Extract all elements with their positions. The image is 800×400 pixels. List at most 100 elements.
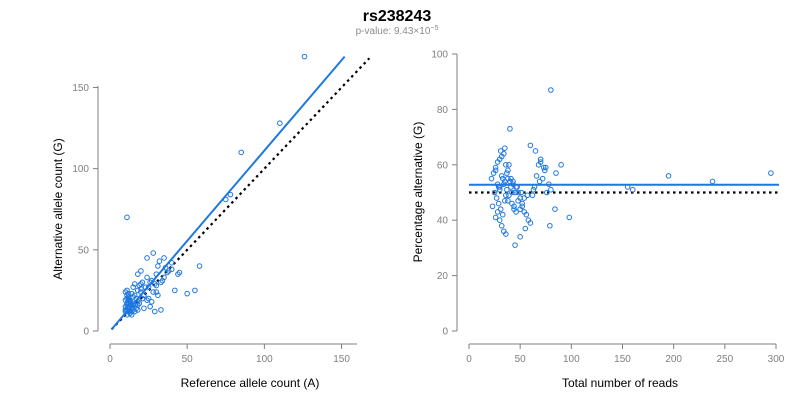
x-tick-label: 250 <box>716 354 733 365</box>
data-point <box>542 164 549 171</box>
data-point <box>503 162 509 168</box>
data-point <box>515 189 521 196</box>
data-point <box>519 203 526 210</box>
data-point <box>665 173 672 179</box>
data-point <box>498 222 505 229</box>
y-tick-label: 100 <box>72 164 89 175</box>
data-point <box>502 198 508 204</box>
data-point <box>768 170 774 176</box>
data-point <box>547 222 553 229</box>
data-point <box>502 145 508 151</box>
data-point <box>548 87 554 93</box>
data-point <box>176 269 183 276</box>
data-point <box>161 255 167 261</box>
data-point <box>497 206 504 212</box>
data-point <box>511 206 517 212</box>
data-point <box>130 284 136 290</box>
data-point <box>158 307 164 313</box>
data-point <box>495 200 502 207</box>
data-point <box>147 279 153 286</box>
data-point <box>488 175 495 182</box>
data-point <box>134 271 141 277</box>
data-point <box>497 148 504 154</box>
data-point <box>499 175 506 182</box>
data-point <box>552 206 558 212</box>
y-tick-label: 0 <box>83 327 89 338</box>
data-point <box>155 263 161 269</box>
data-point <box>533 173 540 179</box>
data-point <box>162 264 169 271</box>
data-point <box>527 142 534 149</box>
x-axis-label: Reference allele count (A) <box>181 376 320 390</box>
data-point <box>155 292 161 299</box>
data-point <box>238 149 245 156</box>
data-point <box>145 284 152 290</box>
data-point <box>156 258 163 264</box>
data-point <box>629 186 636 193</box>
data-point <box>148 298 155 305</box>
data-point <box>301 53 308 60</box>
data-point <box>172 287 178 294</box>
data-point <box>517 234 523 240</box>
y-tick-label: 150 <box>72 83 89 94</box>
data-point <box>131 302 138 308</box>
data-point <box>144 297 150 303</box>
data-point <box>510 178 516 185</box>
tick-group: 0 50 100 150 200 250 300 0 20 40 60 80 100 <box>431 50 784 366</box>
data-point <box>507 125 513 132</box>
data-point <box>131 308 138 315</box>
data-point <box>492 214 499 221</box>
data-point <box>150 250 157 256</box>
line-group <box>469 183 779 194</box>
data-point <box>506 192 512 199</box>
data-point <box>514 184 520 190</box>
y-axis-label: Alternative allele count (G) <box>51 138 65 279</box>
x-tick-label: 50 <box>182 354 194 365</box>
data-point <box>566 214 573 221</box>
data-point <box>492 164 499 171</box>
data-point <box>134 287 141 294</box>
data-point <box>124 287 130 294</box>
data-point <box>509 200 515 207</box>
data-point <box>127 297 133 303</box>
data-point <box>136 282 143 289</box>
chart-subtitle: p-value: 9.43×10−5 <box>356 25 439 37</box>
data-point <box>530 186 537 193</box>
data-point <box>492 167 499 174</box>
data-point <box>493 195 500 201</box>
data-point <box>494 209 501 215</box>
data-point <box>128 290 135 297</box>
data-point <box>124 214 130 221</box>
y-tick-label: 50 <box>78 245 90 256</box>
data-point <box>161 274 167 281</box>
data-point <box>506 162 512 168</box>
data-point <box>133 305 140 312</box>
data-point <box>145 295 152 302</box>
data-point <box>130 300 136 307</box>
data-point <box>495 184 502 190</box>
chart-title: rs238243 <box>363 8 432 25</box>
data-point <box>539 175 546 182</box>
data-point <box>504 186 510 193</box>
data-point <box>175 271 181 277</box>
data-point <box>519 200 526 207</box>
data-point <box>537 159 544 165</box>
y-tick-label: 40 <box>437 216 449 227</box>
data-point <box>509 189 515 196</box>
data-point <box>127 300 133 307</box>
y-tick-label: 20 <box>437 271 449 282</box>
data-point <box>498 173 505 179</box>
x-tick-label: 0 <box>107 354 113 365</box>
x-tick-label: 200 <box>665 354 682 365</box>
data-point <box>127 307 133 313</box>
data-point <box>494 181 501 187</box>
data-point <box>537 156 544 163</box>
data-point <box>144 274 150 281</box>
data-point <box>139 279 146 286</box>
data-point <box>489 203 496 210</box>
data-point <box>529 192 536 199</box>
x-tick-label: 100 <box>256 354 273 365</box>
data-point <box>147 303 153 310</box>
data-point <box>148 277 155 284</box>
